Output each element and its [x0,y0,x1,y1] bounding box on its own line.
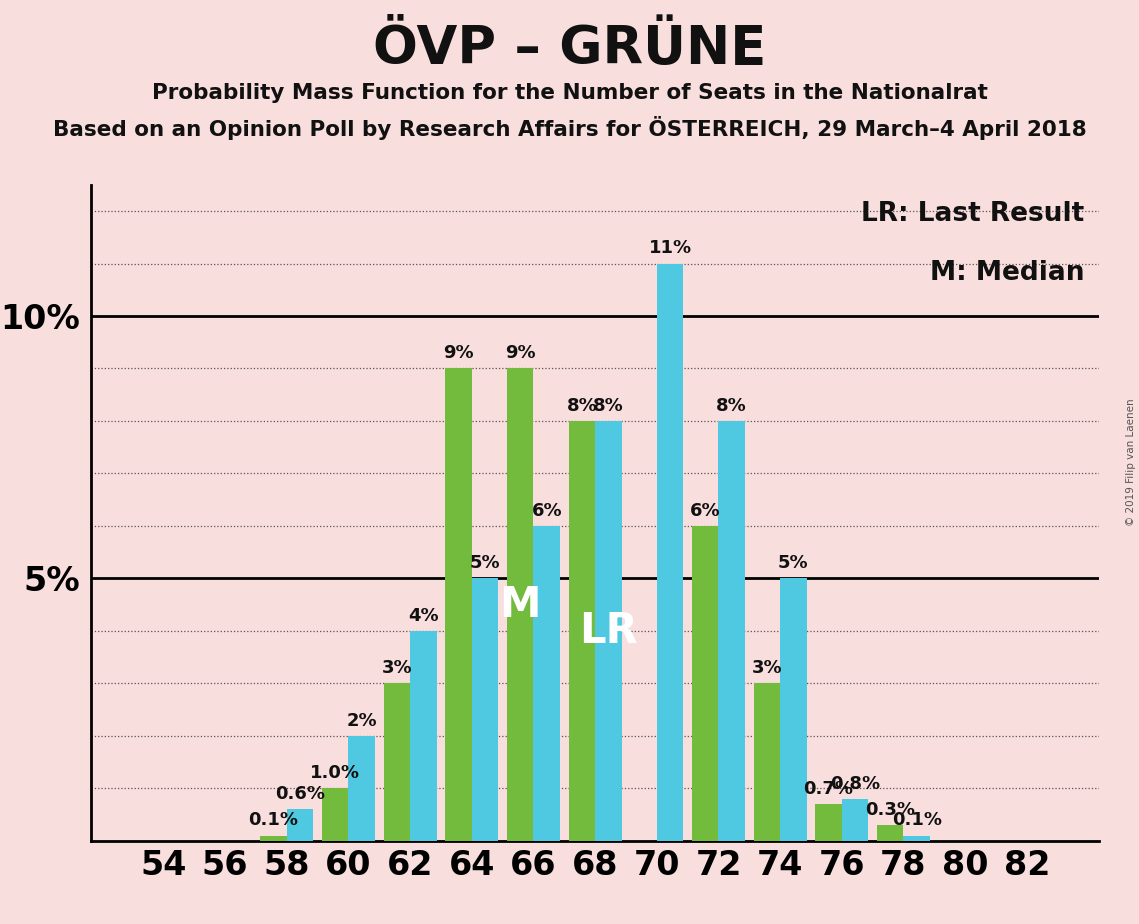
Text: M: Median: M: Median [929,261,1084,286]
Text: 8%: 8% [593,396,624,415]
Bar [568,421,595,841]
Text: M: M [500,584,541,626]
Text: 0.6%: 0.6% [274,785,325,803]
Bar [657,263,683,841]
Text: 9%: 9% [505,345,535,362]
Bar [780,578,806,841]
Text: LR: LR [579,610,638,652]
Text: 9%: 9% [443,345,474,362]
Bar [842,799,868,841]
Bar [507,369,533,841]
Bar [472,578,498,841]
Text: 2%: 2% [346,711,377,730]
Bar [322,788,349,841]
Bar [349,736,375,841]
Bar [410,631,436,841]
Bar [877,825,903,841]
Text: 11%: 11% [648,239,691,257]
Text: 5%: 5% [778,554,809,572]
Text: 6%: 6% [532,502,562,519]
Text: 8%: 8% [716,396,747,415]
Bar [287,809,313,841]
Bar [445,369,472,841]
Bar [754,684,780,841]
Text: © 2019 Filip van Laenen: © 2019 Filip van Laenen [1125,398,1136,526]
Text: LR: Last Result: LR: Last Result [861,201,1084,227]
Text: 4%: 4% [408,607,439,625]
Text: 5%: 5% [469,554,500,572]
Text: Based on an Opinion Poll by Research Affairs for ÖSTERREICH, 29 March–4 April 20: Based on an Opinion Poll by Research Aff… [52,116,1087,140]
Bar [693,526,719,841]
Text: 0.1%: 0.1% [892,811,942,830]
Text: 1.0%: 1.0% [310,764,360,782]
Text: 0.1%: 0.1% [248,811,298,830]
Text: 0.3%: 0.3% [866,801,916,819]
Bar [719,421,745,841]
Text: 8%: 8% [566,396,597,415]
Bar [596,421,622,841]
Text: 3%: 3% [752,659,782,677]
Text: ÖVP – GRÜNE: ÖVP – GRÜNE [372,23,767,75]
Text: 0.8%: 0.8% [830,774,880,793]
Bar [384,684,410,841]
Bar [903,835,929,841]
Bar [816,804,842,841]
Text: 3%: 3% [382,659,412,677]
Bar [261,835,287,841]
Bar [533,526,560,841]
Text: 6%: 6% [690,502,721,519]
Text: Probability Mass Function for the Number of Seats in the Nationalrat: Probability Mass Function for the Number… [151,83,988,103]
Text: 0.7%: 0.7% [803,780,853,797]
